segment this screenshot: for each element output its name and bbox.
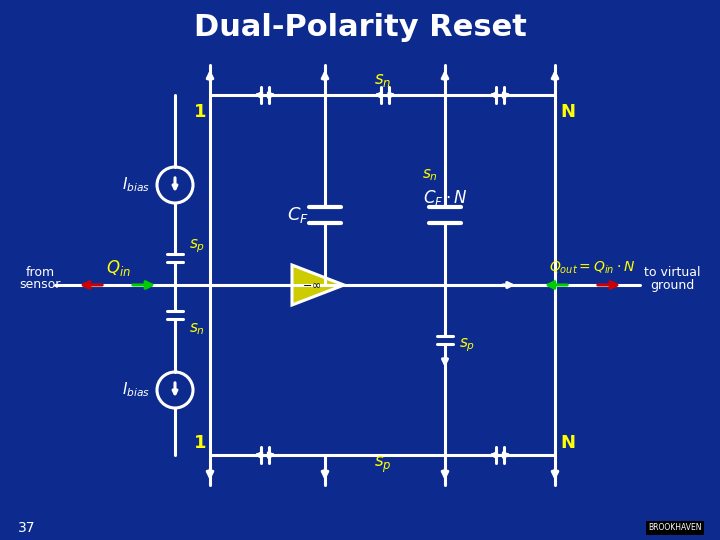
Text: $s_n$: $s_n$ — [374, 71, 392, 89]
Text: $C_F$: $C_F$ — [287, 205, 309, 225]
Text: N: N — [560, 434, 575, 452]
Text: sensor: sensor — [19, 279, 60, 292]
Text: $I_{bias}$: $I_{bias}$ — [122, 381, 150, 400]
Text: Dual-Polarity Reset: Dual-Polarity Reset — [194, 14, 526, 43]
Polygon shape — [292, 265, 344, 305]
Text: $s_p$: $s_p$ — [459, 336, 475, 354]
Text: $-\infty$: $-\infty$ — [302, 280, 322, 290]
Text: $I_{bias}$: $I_{bias}$ — [122, 176, 150, 194]
Text: 1: 1 — [194, 434, 206, 452]
Text: from: from — [25, 266, 55, 279]
Text: 1: 1 — [194, 103, 206, 121]
Text: $C_F \cdot N$: $C_F \cdot N$ — [423, 188, 467, 208]
Text: $Q_{out} = Q_{in} \cdot N$: $Q_{out} = Q_{in} \cdot N$ — [549, 260, 635, 276]
Text: $Q_{in}$: $Q_{in}$ — [106, 258, 130, 278]
Text: $s_n$: $s_n$ — [422, 167, 438, 183]
Text: ground: ground — [650, 279, 694, 292]
Text: to virtual: to virtual — [644, 266, 701, 279]
Text: $s_p$: $s_p$ — [189, 237, 205, 255]
Text: $s_p$: $s_p$ — [374, 455, 392, 475]
Text: $s_n$: $s_n$ — [189, 321, 205, 337]
Text: N: N — [560, 103, 575, 121]
Text: BROOKHAVEN: BROOKHAVEN — [649, 523, 702, 532]
Text: 37: 37 — [18, 521, 35, 535]
